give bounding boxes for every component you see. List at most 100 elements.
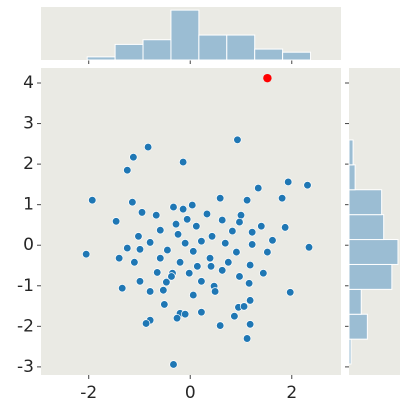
point: [123, 243, 132, 253]
y-tick-label: 3: [23, 114, 34, 134]
point: [189, 247, 198, 256]
point: [130, 258, 139, 267]
y-tick-label: -3: [17, 357, 34, 377]
point: [183, 215, 192, 224]
y-tick-label: 0: [23, 235, 34, 255]
hist-bar: [348, 214, 385, 241]
point: [137, 208, 147, 217]
point: [235, 217, 244, 227]
point: [245, 260, 255, 270]
hist-bar: [348, 263, 393, 290]
point: [216, 194, 225, 203]
point: [304, 243, 314, 252]
point: [207, 232, 217, 241]
highlight-point: [263, 73, 272, 83]
hist-bar: [142, 39, 172, 61]
point: [286, 288, 295, 297]
point: [197, 237, 206, 246]
point: [141, 319, 151, 328]
point: [135, 277, 145, 286]
y-tick-label: 1: [23, 195, 34, 215]
y-tick-label: -2: [17, 316, 34, 336]
point: [197, 277, 206, 286]
point: [156, 254, 165, 263]
point: [257, 222, 266, 231]
hist-bar: [114, 43, 144, 61]
point: [230, 312, 239, 321]
hist-bar: [226, 34, 256, 61]
point: [284, 177, 293, 187]
point: [216, 321, 225, 330]
point: [156, 226, 165, 235]
point: [135, 245, 145, 254]
point: [159, 286, 168, 295]
point: [281, 223, 290, 232]
point: [218, 215, 227, 225]
hist-bar: [254, 48, 284, 61]
point: [118, 284, 127, 293]
point: [235, 272, 244, 281]
point: [192, 222, 201, 231]
point: [259, 269, 268, 278]
point: [242, 196, 252, 205]
point: [167, 272, 176, 281]
point: [162, 277, 171, 287]
x-tick-label: 0: [185, 383, 196, 403]
point: [181, 239, 190, 248]
point: [224, 258, 233, 267]
point: [248, 240, 257, 249]
point: [160, 300, 169, 309]
point: [277, 194, 287, 203]
hist-bar: [348, 313, 368, 340]
y-tick-label: 2: [23, 154, 34, 174]
point: [82, 249, 91, 259]
plot-area: [41, 68, 341, 375]
point: [206, 262, 216, 271]
point: [171, 219, 181, 229]
point: [242, 334, 252, 343]
point: [197, 307, 206, 317]
point: [163, 245, 172, 255]
x-tick-label: -2: [80, 383, 97, 403]
point: [236, 211, 246, 220]
point: [143, 142, 153, 152]
hist-bar: [198, 34, 228, 61]
point: [169, 360, 178, 369]
point: [218, 266, 227, 275]
point: [202, 209, 212, 219]
point: [193, 262, 202, 271]
point: [205, 254, 215, 263]
point: [188, 200, 197, 210]
point: [172, 314, 182, 323]
point: [210, 287, 220, 296]
point: [111, 217, 121, 226]
point: [239, 302, 249, 311]
y-tick-label: 4: [23, 73, 34, 93]
y-tick-label: -1: [17, 276, 34, 296]
point: [123, 166, 132, 175]
hist-bar: [86, 56, 116, 61]
hist-bar: [348, 189, 383, 216]
point: [263, 247, 272, 257]
point: [169, 202, 178, 212]
point: [244, 279, 254, 288]
point: [185, 269, 194, 278]
hist-bar: [348, 338, 352, 365]
point: [153, 268, 162, 277]
point: [88, 196, 97, 205]
point: [152, 211, 161, 220]
point: [115, 254, 124, 263]
hist-bar: [282, 51, 312, 61]
point: [254, 183, 263, 193]
point: [232, 247, 241, 257]
point: [181, 310, 190, 319]
hist-bar: [348, 239, 399, 265]
point: [134, 232, 143, 241]
point: [245, 320, 255, 329]
point: [233, 135, 242, 144]
point: [145, 287, 155, 296]
point: [173, 230, 183, 239]
hist-bar: [348, 139, 354, 166]
x-tick-label: 2: [286, 383, 297, 403]
